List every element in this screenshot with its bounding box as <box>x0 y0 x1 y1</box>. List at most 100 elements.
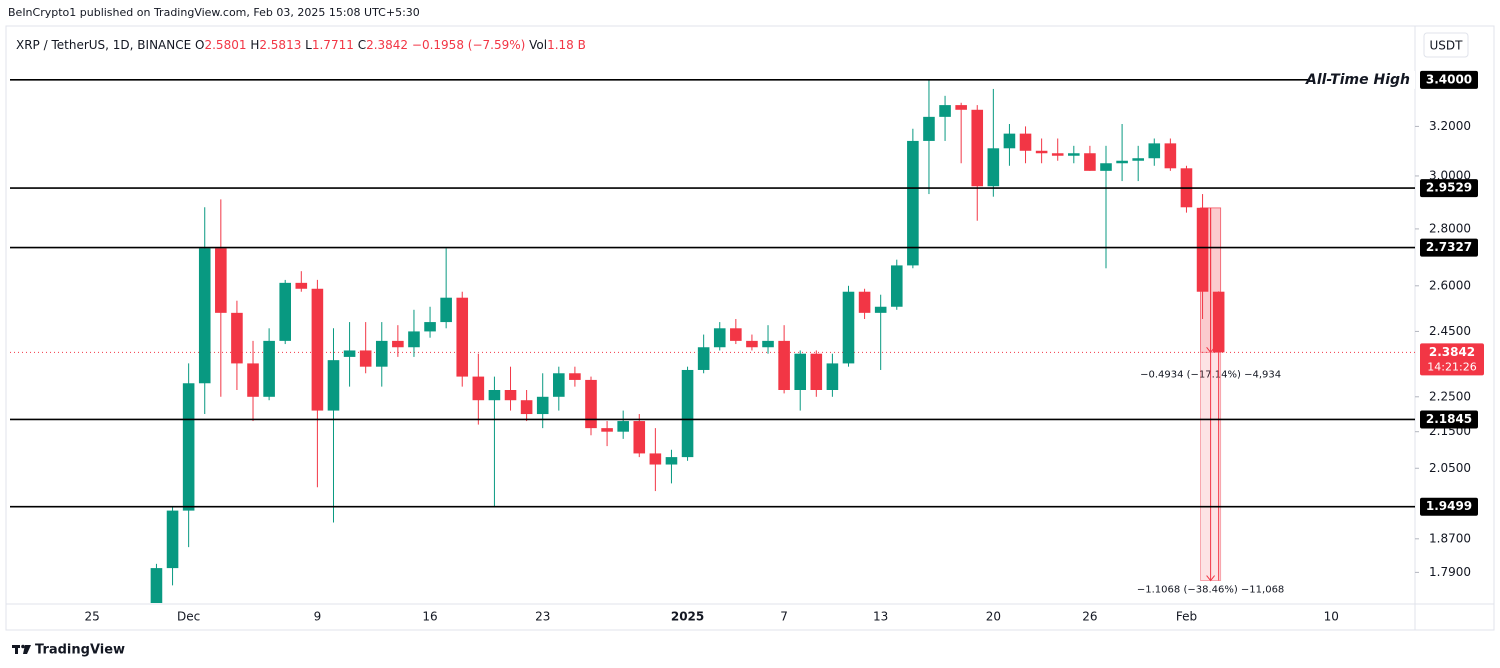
y-tick-label: 2.4500 <box>1429 324 1471 338</box>
measure-arrowhead <box>1206 575 1216 582</box>
candle-body <box>633 421 646 454</box>
candle-body <box>569 373 581 380</box>
candle-body <box>295 282 308 289</box>
frame <box>5 25 1495 631</box>
price-tag-label: 2.3842 <box>1429 345 1475 359</box>
publisher: BeInCrypto1 published on TradingView.com… <box>8 6 420 19</box>
candle-body <box>713 328 726 348</box>
logo-part <box>15 645 18 654</box>
level-tag <box>1420 497 1478 516</box>
candle-body <box>890 265 903 307</box>
candle-body <box>488 389 501 401</box>
currency[interactable]: USDT <box>1430 39 1464 53</box>
candle-body <box>392 340 404 348</box>
candle-body <box>778 340 790 390</box>
candle-body <box>697 347 710 370</box>
candle-body <box>794 353 807 390</box>
y-tick-label: 1.8700 <box>1429 531 1471 545</box>
candle-body <box>971 109 984 187</box>
candle-body <box>182 383 195 511</box>
ohlc-value: 2.5813 <box>259 38 301 52</box>
candle-body <box>681 369 694 458</box>
x-tick-label: 26 <box>1082 610 1097 624</box>
y-tick-label: 2.0500 <box>1429 461 1471 475</box>
ohlc-label: C <box>358 38 366 52</box>
candle-body <box>858 291 871 313</box>
candle-body <box>327 360 340 411</box>
x-tick-label: 2025 <box>671 610 704 624</box>
y-tick-label: 1.7900 <box>1429 565 1471 579</box>
logo-part <box>23 645 31 654</box>
x-tick-label: 23 <box>535 610 550 624</box>
brand-logo <box>12 644 31 654</box>
candle-body <box>1100 163 1112 171</box>
candle-body <box>456 297 469 377</box>
candle-body <box>987 148 1000 187</box>
candle-body <box>472 376 485 401</box>
x-tick-label: 25 <box>84 610 99 624</box>
x-tick-label: 16 <box>422 610 437 624</box>
candle-body <box>923 116 935 141</box>
level-tag-label: 2.7327 <box>1426 240 1472 254</box>
candle-body <box>939 105 951 117</box>
level-tag <box>1420 238 1478 257</box>
candle-body <box>1164 143 1177 169</box>
level-tag <box>1420 70 1478 89</box>
candle-body <box>504 389 517 401</box>
legend-line: XRP / TetherUS, 1D, BINANCE O2.5801 H2.5… <box>16 38 586 52</box>
candle-body <box>166 510 179 569</box>
candle-body <box>601 428 613 432</box>
ohlc-label: H <box>250 38 259 52</box>
currency-box[interactable] <box>1423 32 1469 58</box>
candle-body <box>1019 133 1032 151</box>
candle-body <box>1068 153 1080 156</box>
candle-body <box>231 312 243 364</box>
candle-body <box>1132 158 1144 161</box>
candle-body <box>408 331 420 348</box>
candle-body <box>746 340 758 348</box>
x-tick-label: 20 <box>986 610 1001 624</box>
candle-body <box>842 291 855 364</box>
level-tag-label: 1.9499 <box>1426 499 1472 513</box>
symbol: XRP / TetherUS, 1D, BINANCE <box>16 38 191 52</box>
x-tick-label: 10 <box>1324 610 1339 624</box>
x-tick-label: 9 <box>314 610 322 624</box>
change: −0.1958 (−7.59%) <box>412 38 525 52</box>
candle-body <box>198 248 211 384</box>
level-tag-label: 2.9529 <box>1426 181 1472 195</box>
candle-body <box>955 105 967 110</box>
candle-body <box>617 421 629 432</box>
candle-body <box>1212 291 1225 353</box>
candle-body <box>1116 160 1128 164</box>
candle-body <box>343 350 356 357</box>
logo-part <box>21 644 25 649</box>
candle-body <box>215 248 227 313</box>
y-tick-label: 2.2500 <box>1429 389 1471 403</box>
level-tag <box>1420 410 1478 429</box>
candle-body <box>1003 133 1016 149</box>
candle-body <box>1084 153 1096 171</box>
candle-body <box>907 140 919 266</box>
candle-body <box>649 453 662 465</box>
ohlc-value: 2.5801 <box>204 38 246 52</box>
y-tick-label: 2.8000 <box>1429 221 1471 235</box>
volume-label: Vol <box>529 38 547 52</box>
candle-body <box>279 282 291 341</box>
level-tag-label: 2.1845 <box>1426 412 1472 426</box>
candle-body <box>311 288 324 411</box>
y-tick-label: 3.2000 <box>1429 119 1471 133</box>
ohlc-value: 1.7711 <box>312 38 354 52</box>
price-timer: 14:21:26 <box>1427 360 1476 373</box>
candle-body <box>440 297 452 323</box>
candle-body <box>665 457 678 465</box>
candle-body <box>1196 207 1209 292</box>
level-tag <box>1420 179 1478 198</box>
candle-body <box>1051 153 1064 156</box>
x-tick-label: 7 <box>780 610 788 624</box>
candle-body <box>730 328 742 341</box>
y-tick-label: 2.6000 <box>1429 278 1471 292</box>
ohlc-value: 2.3842 <box>366 38 408 52</box>
candle-body <box>536 396 549 415</box>
candle-body <box>810 353 823 390</box>
